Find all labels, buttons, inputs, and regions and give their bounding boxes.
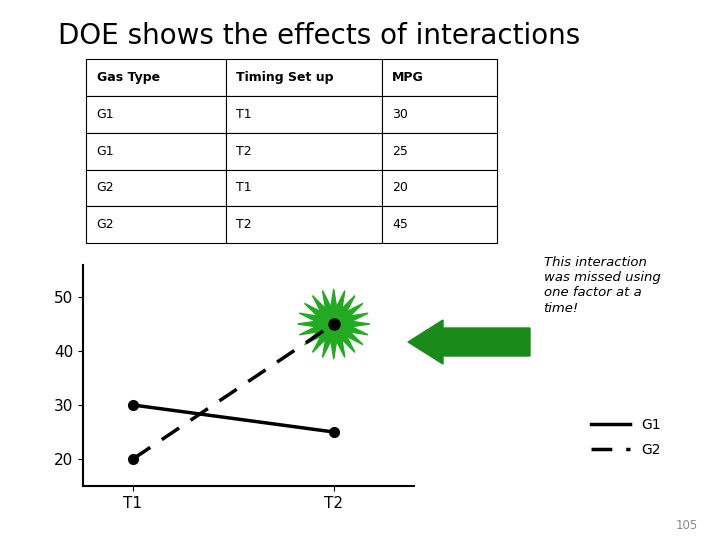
Legend: G1, G2: G1, G2 bbox=[585, 413, 666, 463]
Text: Gas Type: Gas Type bbox=[96, 71, 160, 84]
Bar bbox=[382, 170, 497, 206]
Text: G2: G2 bbox=[96, 181, 114, 194]
Text: Timing Set up: Timing Set up bbox=[236, 71, 333, 84]
Text: This interaction
was missed using
one factor at a
time!: This interaction was missed using one fa… bbox=[544, 256, 660, 314]
Bar bbox=[86, 96, 226, 133]
Bar bbox=[382, 206, 497, 243]
Bar bbox=[382, 96, 497, 133]
Text: G2: G2 bbox=[96, 218, 114, 231]
Bar bbox=[86, 170, 226, 206]
Text: T1: T1 bbox=[236, 108, 252, 121]
Bar bbox=[86, 133, 226, 170]
Bar bbox=[86, 59, 226, 96]
Bar bbox=[226, 96, 382, 133]
Text: 25: 25 bbox=[392, 145, 408, 158]
Bar bbox=[226, 59, 382, 96]
Text: G1: G1 bbox=[96, 145, 114, 158]
Text: 30: 30 bbox=[392, 108, 408, 121]
Bar bbox=[226, 206, 382, 243]
Polygon shape bbox=[297, 289, 370, 359]
Bar bbox=[382, 59, 497, 96]
Text: 105: 105 bbox=[676, 519, 698, 532]
Bar bbox=[226, 170, 382, 206]
Text: 45: 45 bbox=[392, 218, 408, 231]
Bar bbox=[86, 206, 226, 243]
FancyArrow shape bbox=[408, 320, 530, 364]
Text: T2: T2 bbox=[236, 218, 252, 231]
Text: T2: T2 bbox=[236, 145, 252, 158]
Text: T1: T1 bbox=[236, 181, 252, 194]
Bar bbox=[382, 133, 497, 170]
Bar bbox=[226, 133, 382, 170]
Text: 20: 20 bbox=[392, 181, 408, 194]
Text: G1: G1 bbox=[96, 108, 114, 121]
Text: MPG: MPG bbox=[392, 71, 424, 84]
Text: DOE shows the effects of interactions: DOE shows the effects of interactions bbox=[58, 22, 580, 50]
